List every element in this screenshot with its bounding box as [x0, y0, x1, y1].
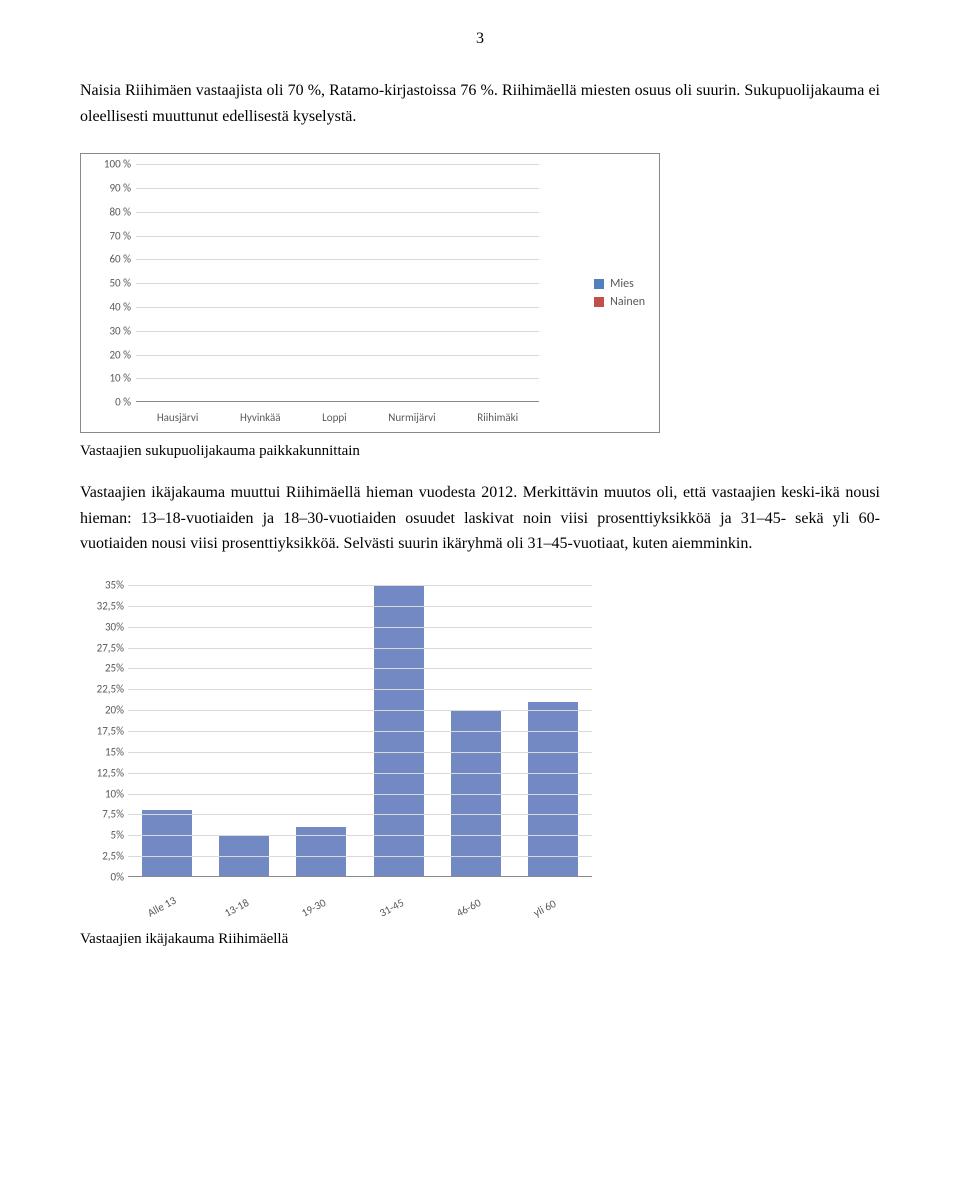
chart1-y-tick-label: 60 % [109, 253, 131, 266]
chart1-y-tick-label: 50 % [109, 277, 131, 290]
chart1-y-tick-label: 70 % [109, 229, 131, 242]
chart1-gridline [136, 164, 539, 165]
chart1-x-axis [136, 401, 539, 402]
chart1-y-tick-label: 90 % [109, 181, 131, 194]
chart1-y-tick-label: 100 % [104, 158, 131, 171]
chart2-gridline [128, 856, 592, 857]
paragraph-2: Vastaajien ikäjakauma muuttui Riihimäell… [80, 480, 880, 557]
chart2-y-tick-label: 30% [105, 620, 124, 633]
chart2-y-tick-label: 20% [105, 704, 124, 717]
chart2-gridline [128, 773, 592, 774]
chart2-x-labels: Alle 13 13-18 19-30 31-45 46-60 yli 60 [128, 881, 592, 921]
chart2-y-tick-label: 32,5% [97, 599, 124, 612]
gender-by-municipality-chart: Hausjärvi Hyvinkää Loppi Nurmijärvi Riihimäk… [80, 153, 660, 433]
chart1-legend-item: Nainen [594, 295, 645, 309]
legend-label: Mies [610, 277, 634, 291]
chart1-gridline [136, 236, 539, 237]
chart2-y-tick-label: 35% [105, 578, 124, 591]
chart2-y-tick-label: 22,5% [97, 683, 124, 696]
chart2-x-tick-label: 19-30 [300, 885, 350, 920]
chart2-y-tick-label: 25% [105, 662, 124, 675]
chart2-gridline [128, 731, 592, 732]
chart1-x-tick-label: Hausjärvi [157, 411, 199, 424]
chart1-y-tick-label: 40 % [109, 300, 131, 313]
chart1-gridline [136, 307, 539, 308]
chart1-x-tick-label: Loppi [322, 411, 347, 424]
chart2-gridline [128, 710, 592, 711]
chart1-gridline [136, 212, 539, 213]
chart2-gridline [128, 668, 592, 669]
chart2-x-tick-label: 31-45 [377, 885, 427, 920]
chart1-x-tick-label: Hyvinkää [240, 411, 281, 424]
chart2-x-tick-label: Alle 13 [145, 885, 195, 920]
chart2-y-tick-label: 10% [105, 787, 124, 800]
chart2-bar [528, 702, 578, 877]
chart2-y-tick-label: 2,5% [102, 850, 124, 863]
legend-swatch [594, 279, 604, 289]
chart2-y-tick-label: 0% [111, 870, 124, 883]
chart1-y-tick-label: 80 % [109, 205, 131, 218]
chart1-y-tick-label: 0 % [115, 396, 131, 409]
chart2-gridline [128, 648, 592, 649]
legend-label: Nainen [610, 295, 645, 309]
chart2-gridline [128, 689, 592, 690]
chart2-y-tick-label: 17,5% [97, 724, 124, 737]
chart2-gridline [128, 835, 592, 836]
chart2-gridline [128, 752, 592, 753]
chart1-y-tick-label: 20 % [109, 348, 131, 361]
chart1-legend: Mies Nainen [594, 273, 645, 313]
chart1-gridline [136, 259, 539, 260]
chart1-gridline [136, 331, 539, 332]
chart2-y-tick-label: 15% [105, 745, 124, 758]
chart1-y-tick-label: 30 % [109, 324, 131, 337]
chart2-bar [142, 810, 192, 877]
chart2-y-tick-label: 27,5% [97, 641, 124, 654]
chart2-x-tick-label: 46-60 [454, 885, 504, 920]
chart2-gridline [128, 606, 592, 607]
chart2-y-tick-label: 12,5% [97, 766, 124, 779]
chart2-gridline [128, 794, 592, 795]
chart1-x-labels: Hausjärvi Hyvinkää Loppi Nurmijärvi Riihimäk… [136, 411, 539, 424]
chart2-x-tick-label: 13-18 [222, 885, 272, 920]
chart1-gridline [136, 188, 539, 189]
chart2-x-tick-label: yli 60 [532, 885, 582, 920]
chart1-gridline [136, 355, 539, 356]
chart1-caption: Vastaajien sukupuolijakauma paikkakunnit… [80, 443, 880, 460]
age-distribution-chart: Alle 13 13-18 19-30 31-45 46-60 yli 60 0% 2,5%… [80, 581, 600, 921]
chart1-x-tick-label: Riihimäki [477, 411, 518, 424]
chart2-gridline [128, 814, 592, 815]
chart1-gridline [136, 283, 539, 284]
chart2-y-tick-label: 7,5% [102, 808, 124, 821]
chart2-x-axis [128, 876, 592, 877]
chart2-gridline [128, 585, 592, 586]
page-number: 3 [80, 30, 880, 48]
paragraph-1: Naisia Riihimäen vastaajista oli 70 %, R… [80, 78, 880, 129]
chart1-gridline [136, 378, 539, 379]
chart2-y-tick-label: 5% [111, 829, 124, 842]
chart2-gridline [128, 627, 592, 628]
chart1-legend-item: Mies [594, 277, 645, 291]
legend-swatch [594, 297, 604, 307]
chart1-x-tick-label: Nurmijärvi [388, 411, 435, 424]
chart2-caption: Vastaajien ikäjakauma Riihimäellä [80, 931, 880, 948]
chart1-y-tick-label: 10 % [109, 372, 131, 385]
